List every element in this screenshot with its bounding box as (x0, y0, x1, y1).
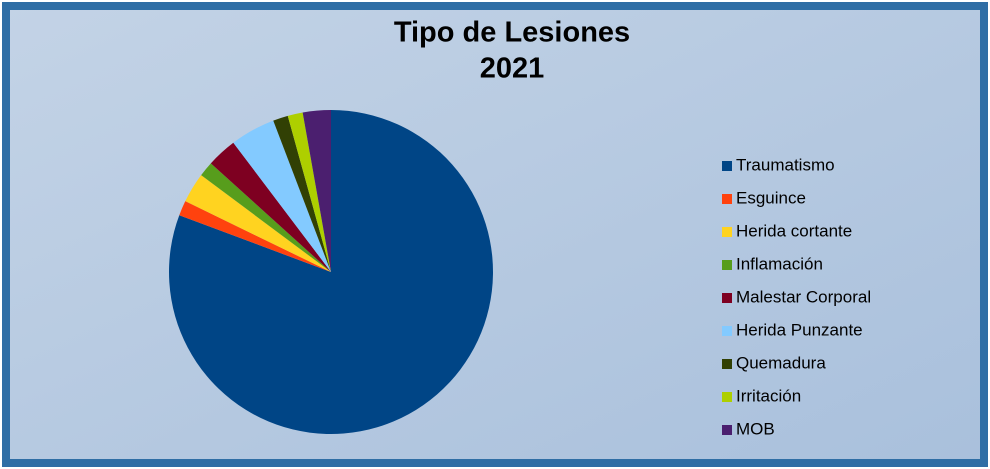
legend-swatch (722, 161, 732, 171)
legend-swatch (722, 293, 732, 303)
pie-slice (210, 142, 331, 272)
legend-label: MOB (736, 419, 775, 438)
legend-swatch (722, 425, 732, 435)
chart-title: Tipo de Lesiones (394, 17, 630, 49)
pie-slice (302, 110, 331, 272)
pie-slice (185, 175, 331, 272)
legend-label: Esguince (736, 188, 806, 207)
pie-slice (287, 112, 331, 272)
pie-slice (179, 201, 331, 272)
pie-slice (233, 120, 331, 273)
legend-label: Inflamación (736, 254, 823, 273)
legend-label: Herida Punzante (736, 320, 863, 339)
legend-swatch (722, 392, 732, 402)
legend-label: Malestar Corporal (736, 287, 871, 306)
legend-label: Irritación (736, 386, 801, 405)
legend-swatch (722, 359, 732, 369)
legend-swatch (722, 194, 732, 204)
chart-subtitle: 2021 (480, 53, 545, 85)
legend-label: Traumatismo (736, 155, 835, 174)
legend-swatch (722, 227, 732, 237)
legend-label: Quemadura (736, 353, 826, 372)
legend-swatch (722, 326, 732, 336)
pie-slice (273, 115, 331, 272)
legend-swatch (722, 260, 732, 270)
legend-label: Herida cortante (736, 221, 852, 240)
pie-slice (201, 163, 331, 272)
